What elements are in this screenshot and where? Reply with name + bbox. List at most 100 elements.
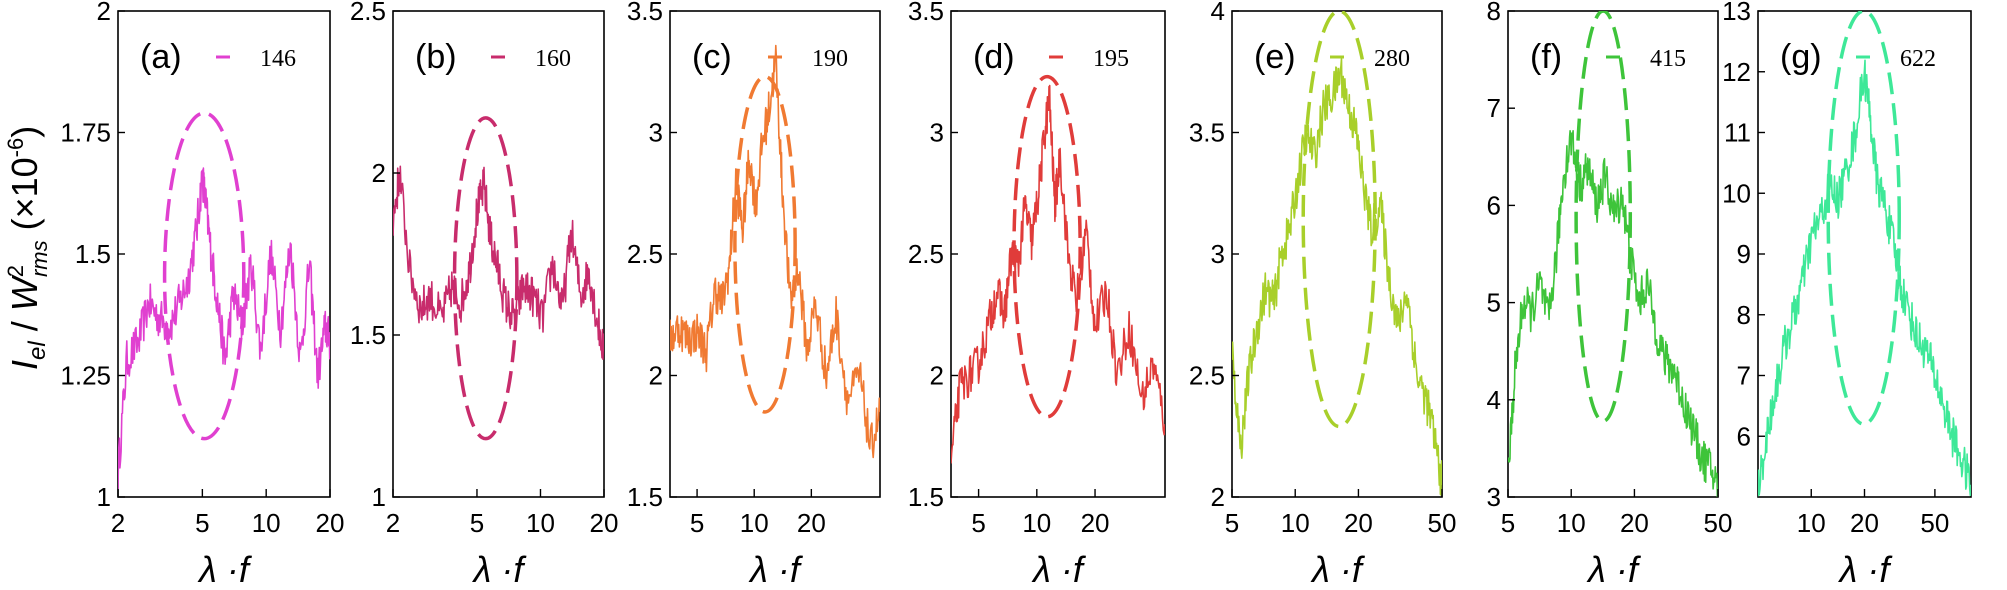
x-tick-label: 10: [740, 508, 769, 538]
x-tick-label: 10: [1281, 508, 1310, 538]
x-tick-label: 5: [470, 508, 484, 538]
legend-label: 190: [812, 46, 848, 72]
y-tick-label: 1: [372, 482, 386, 512]
x-tick-label: 5: [971, 508, 985, 538]
y-tick-label: 8: [1737, 300, 1751, 330]
y-tick-label: 9: [1737, 239, 1751, 269]
y-tick-label: 1.75: [60, 118, 111, 148]
y-tick-label: 2.5: [908, 239, 944, 269]
y-tick-label: 2.5: [1189, 361, 1225, 391]
y-tick-label: 6: [1487, 190, 1501, 220]
plot-frame: [117, 10, 331, 498]
series-group: [670, 44, 880, 459]
series-line: [393, 165, 604, 360]
highlight-ellipse: [1826, 11, 1901, 426]
legend-label: 415: [1650, 46, 1686, 72]
highlight-ellipse: [452, 116, 519, 441]
y-tick-label: 2: [930, 361, 944, 391]
highlight-ellipse: [1301, 11, 1377, 429]
y-tick-label: 1.25: [60, 361, 111, 391]
series-line: [1232, 57, 1442, 496]
y-axis-label-main: I: [4, 360, 45, 370]
x-tick-label: 5: [690, 508, 704, 538]
y-axis-label: Iel / W2rms (×10-6): [3, 126, 52, 370]
series-group: [1758, 11, 1971, 497]
y-tick-label: 3.5: [908, 0, 944, 26]
panel-label: (g): [1780, 38, 1822, 76]
y-tick-label: 7: [1487, 93, 1501, 123]
y-tick-label: 1.5: [350, 320, 386, 350]
x-tick-label: 10: [526, 508, 555, 538]
legend-label: 146: [260, 46, 296, 72]
series-line: [670, 44, 880, 459]
panel-b: 1 1.5 2 2.5 2 5 10 20 (b) 160 λ ·f: [350, 0, 619, 590]
panel-a: 1 1.25 1.5 1.75 2 2 5 10 20 (a) 146 λ ·f: [60, 0, 344, 590]
y-tick-label: 10: [1722, 178, 1751, 208]
panel-label: (d): [973, 38, 1015, 76]
series-group: [393, 116, 604, 441]
series-group: [1508, 11, 1718, 497]
series-group: [951, 74, 1165, 464]
x-axis-label: λ ·f: [1031, 549, 1087, 590]
y-tick-label: 4: [1487, 385, 1501, 415]
panel-label: (e): [1254, 38, 1296, 76]
y-tick-label: 13: [1722, 0, 1751, 26]
y-tick-label: 3: [1487, 482, 1501, 512]
x-tick-label: 5: [1225, 508, 1239, 538]
legend-label: 622: [1900, 46, 1936, 72]
y-tick-label: 3.5: [1189, 118, 1225, 148]
y-axis-label-tail: (×10: [4, 157, 45, 240]
series-group: [118, 111, 330, 490]
series-line: [1508, 130, 1718, 497]
legend-label: 160: [535, 46, 571, 72]
y-tick-label: 5: [1487, 288, 1501, 318]
y-tick-label: 2: [372, 158, 386, 188]
y-tick-label: 2.5: [627, 239, 663, 269]
series-line: [1758, 59, 1971, 497]
y-tick-label: 3: [649, 118, 663, 148]
y-tick-label: 1.5: [908, 482, 944, 512]
x-tick-label: 50: [1704, 508, 1733, 538]
x-axis-label: λ ·f: [1586, 549, 1642, 590]
y-tick-label: 2: [97, 0, 111, 26]
y-tick-label: 3: [1211, 239, 1225, 269]
y-tick-label: 11: [1724, 118, 1751, 148]
panel-d: 1.5 2 2.5 3 3.5 5 10 20 (d) 195 λ ·f: [908, 0, 1166, 590]
panel-label: (b): [415, 38, 457, 76]
x-tick-label: 20: [1081, 508, 1110, 538]
x-tick-label: 5: [195, 508, 209, 538]
x-tick-label: 20: [1620, 508, 1649, 538]
panel-label: (a): [140, 38, 182, 76]
highlight-ellipse: [162, 111, 246, 441]
y-axis-label-sup: 2: [3, 265, 28, 277]
x-tick-label: 10: [1557, 508, 1586, 538]
y-axis-label-w: W: [4, 274, 45, 311]
y-axis-label-exp: -6: [3, 138, 28, 158]
plot-frame: [392, 10, 605, 498]
x-axis-label: λ ·f: [748, 549, 804, 590]
y-tick-label: 12: [1722, 57, 1751, 87]
series-group: [1232, 11, 1442, 496]
panel-g: 6 7 8 9 10 11 12 13 10 20 50 (g) 622 λ ·f: [1722, 0, 1972, 590]
y-axis-label-slash: /: [4, 311, 45, 341]
highlight-ellipse: [733, 74, 797, 414]
panel-label: (c): [692, 38, 732, 76]
x-tick-label: 50: [1920, 508, 1949, 538]
y-tick-label: 6: [1737, 421, 1751, 451]
x-axis-label: λ ·f: [1838, 549, 1894, 590]
panel-f: 3 4 5 6 7 8 5 10 20 50 (f) 415 λ ·f: [1487, 0, 1733, 590]
x-tick-label: 10: [1022, 508, 1051, 538]
x-tick-label: 20: [590, 508, 619, 538]
legend-label: 280: [1374, 46, 1410, 72]
x-tick-label: 10: [252, 508, 281, 538]
x-tick-label: 20: [1850, 508, 1879, 538]
x-tick-label: 5: [1501, 508, 1515, 538]
x-axis-label: λ ·f: [197, 549, 253, 590]
y-tick-label: 3.5: [627, 0, 663, 26]
x-tick-label: 50: [1428, 508, 1457, 538]
x-tick-label: 10: [1797, 508, 1826, 538]
series-line: [118, 167, 330, 490]
highlight-ellipse: [1012, 74, 1082, 419]
y-tick-label: 2: [649, 361, 663, 391]
